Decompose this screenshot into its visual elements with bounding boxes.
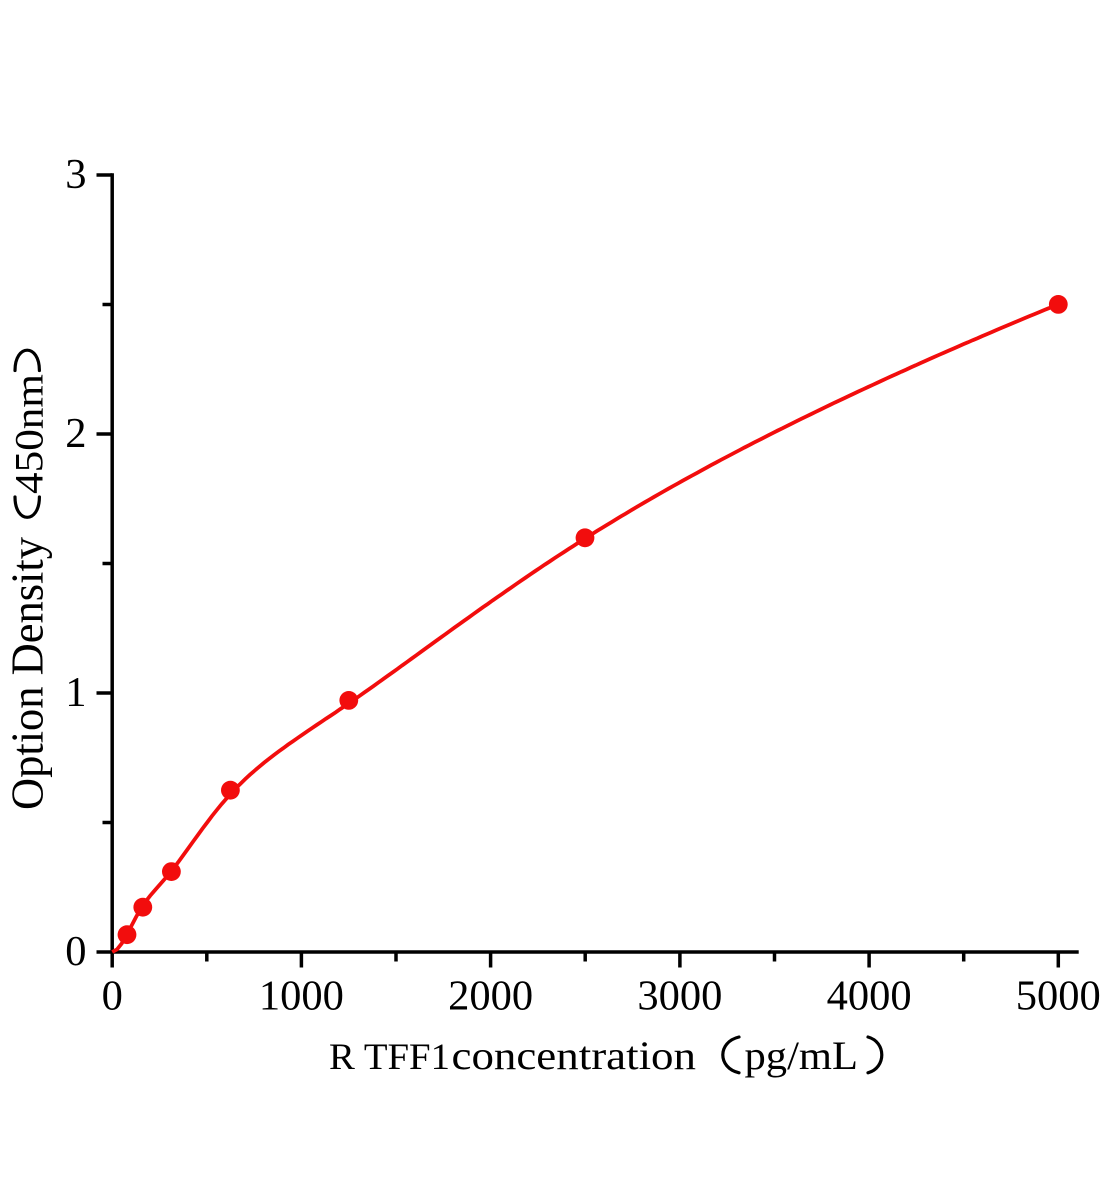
svg-text:450nm: 450nm — [7, 374, 52, 494]
svg-text:2: 2 — [65, 410, 86, 457]
svg-text:3: 3 — [65, 151, 86, 198]
svg-text:5000: 5000 — [1016, 973, 1101, 1020]
svg-text:0: 0 — [65, 928, 86, 975]
svg-text:4000: 4000 — [827, 973, 912, 1020]
svg-text:concentration: concentration — [452, 1033, 697, 1078]
svg-text:Option Density: Option Density — [2, 537, 53, 810]
svg-text:2000: 2000 — [448, 973, 533, 1020]
svg-text:R TFF1: R TFF1 — [329, 1036, 450, 1077]
svg-text:pg/mL: pg/mL — [745, 1033, 859, 1078]
svg-text:3000: 3000 — [637, 973, 722, 1020]
svg-text:1: 1 — [65, 669, 86, 716]
svg-text:1000: 1000 — [259, 973, 344, 1020]
svg-text:0: 0 — [102, 973, 123, 1020]
